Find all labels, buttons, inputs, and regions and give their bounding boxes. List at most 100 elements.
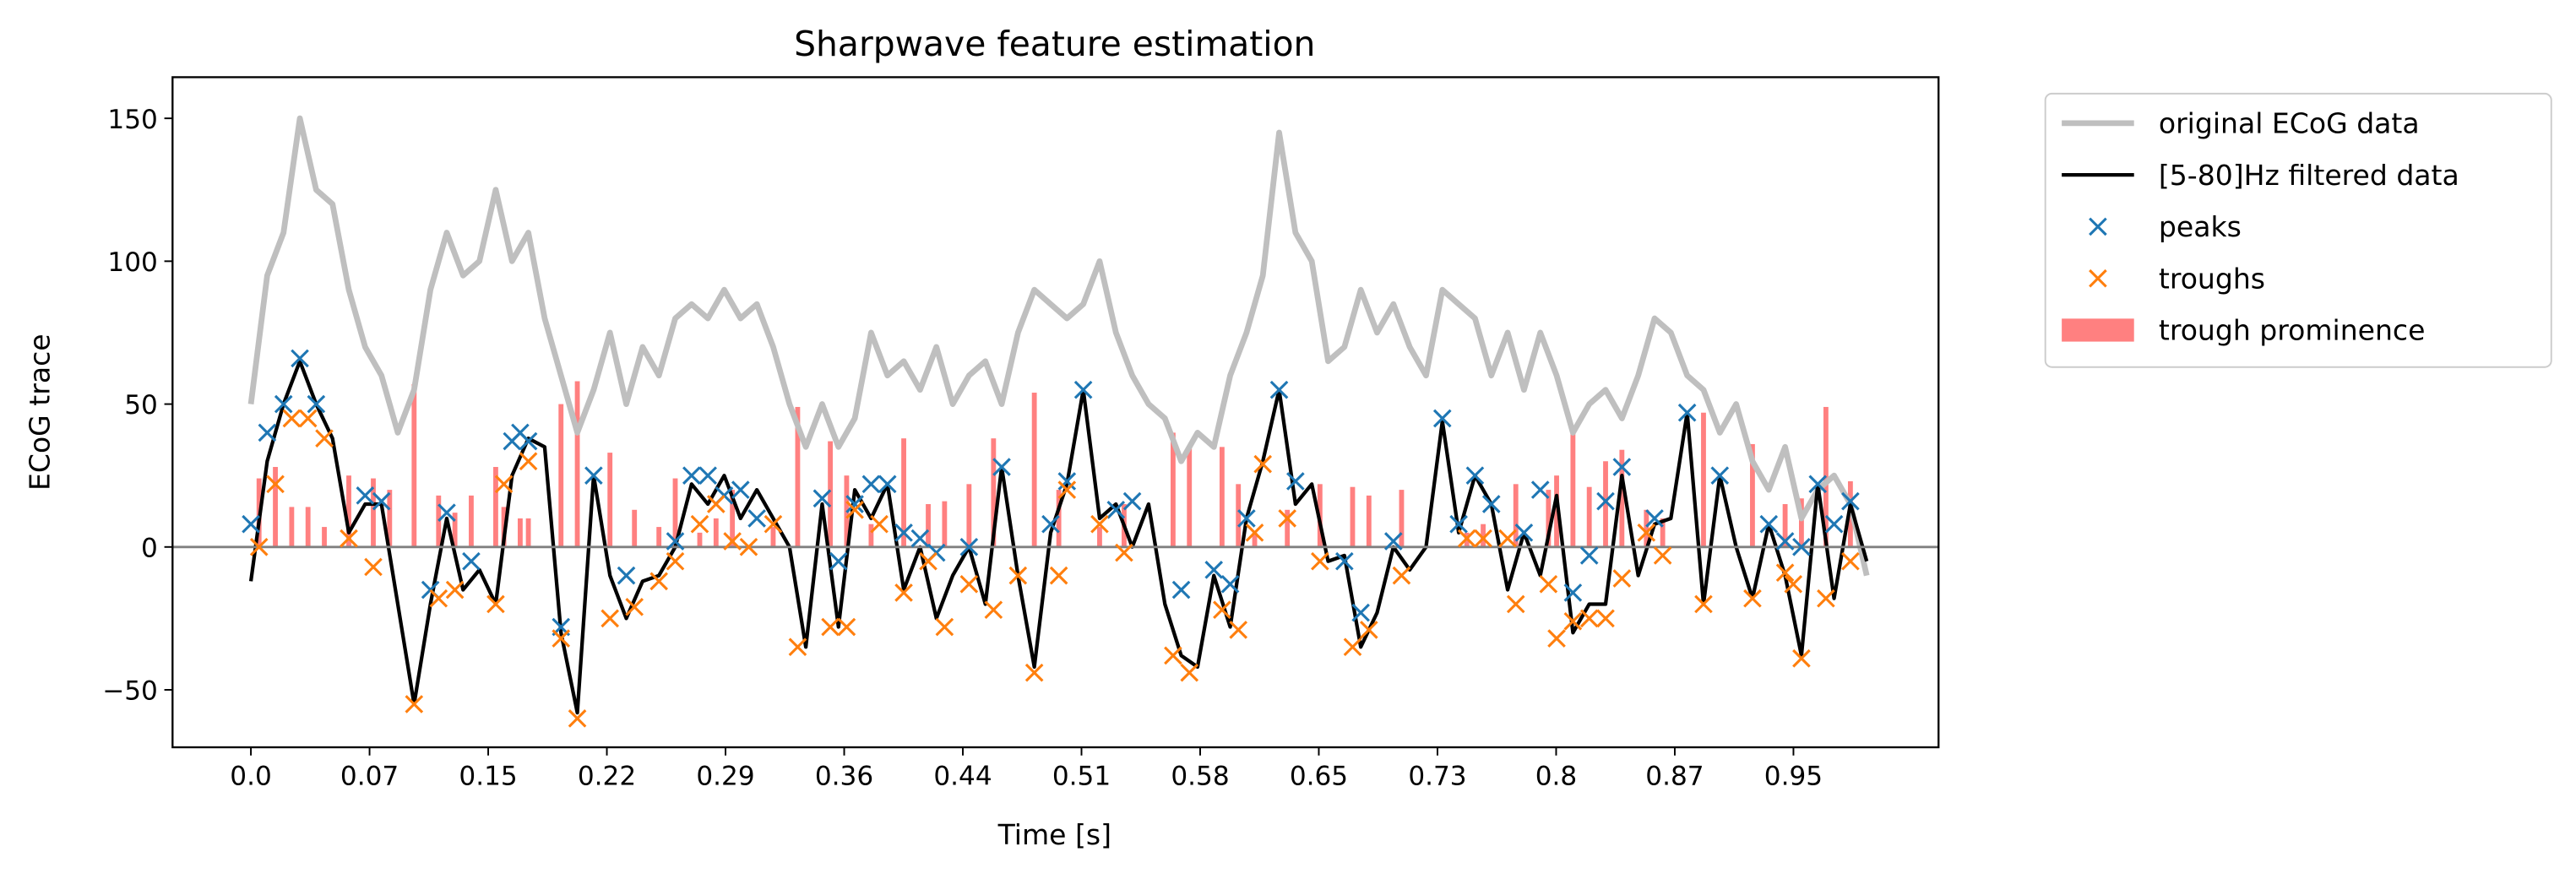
prominence-bar xyxy=(346,475,351,547)
chart-title: Sharpwave feature estimation xyxy=(794,24,1315,64)
x-marker xyxy=(462,551,481,571)
x-marker xyxy=(1392,566,1411,585)
x-marker xyxy=(1383,532,1403,551)
x-marker xyxy=(1498,529,1517,548)
x-marker xyxy=(1245,524,1264,542)
prominence-bar xyxy=(371,478,376,547)
x-marker xyxy=(315,429,334,448)
x-marker xyxy=(429,589,448,608)
prominence-bar xyxy=(1586,486,1592,547)
x-marker xyxy=(1506,594,1525,614)
prominence-bar xyxy=(901,438,906,547)
x-marker xyxy=(1743,589,1762,608)
legend-patch xyxy=(2062,318,2134,342)
legend-label: troughs xyxy=(2159,262,2265,295)
x-marker xyxy=(372,491,391,511)
prominence-bar xyxy=(1513,484,1519,547)
x-marker xyxy=(1334,551,1354,571)
x-tick-label: 0.87 xyxy=(1645,762,1704,792)
x-marker xyxy=(1808,475,1828,494)
x-marker xyxy=(1645,509,1664,528)
prominence-bar xyxy=(452,513,458,547)
prominence-bar xyxy=(1170,432,1176,547)
prominence-bar xyxy=(273,467,278,547)
prominence-bar xyxy=(795,406,801,547)
x-marker xyxy=(1710,466,1730,485)
x-marker xyxy=(405,695,424,714)
x-marker xyxy=(1229,621,1248,639)
prominence-bar xyxy=(469,495,474,547)
x-marker xyxy=(1547,629,1566,648)
x-marker xyxy=(1792,537,1811,556)
prominence-bar xyxy=(1285,509,1291,547)
x-tick-label: 0.51 xyxy=(1052,762,1111,792)
x-marker xyxy=(1792,648,1811,668)
prominence-bar xyxy=(632,509,638,547)
x-marker xyxy=(739,537,758,556)
x-marker xyxy=(568,708,587,728)
legend-label: original ECoG data xyxy=(2159,107,2420,140)
x-tick-label: 0.73 xyxy=(1408,762,1466,792)
x-marker xyxy=(1008,566,1028,585)
prominence-bar xyxy=(1750,443,1755,547)
x-marker xyxy=(1579,609,1599,628)
x-marker xyxy=(1180,663,1199,682)
x-marker xyxy=(1596,491,1615,511)
x-marker xyxy=(1213,600,1231,620)
prominence-bar xyxy=(926,504,931,547)
x-marker xyxy=(1759,514,1779,534)
x-marker xyxy=(1817,589,1835,608)
prominence-bar xyxy=(1236,484,1242,547)
trace-line xyxy=(248,359,1869,715)
x-marker xyxy=(1449,514,1468,534)
x-marker xyxy=(919,551,937,571)
prominence-bar xyxy=(656,527,662,547)
x-marker xyxy=(878,475,897,494)
x-marker xyxy=(1286,472,1305,491)
x-marker xyxy=(1041,514,1060,534)
x-marker xyxy=(706,495,726,513)
x-marker xyxy=(1049,566,1068,585)
trace-line xyxy=(247,115,1870,577)
prominence-bar xyxy=(1481,524,1486,547)
x-marker xyxy=(845,495,864,513)
x-marker xyxy=(894,524,913,542)
prominence-bar xyxy=(1056,490,1062,547)
x-marker xyxy=(1612,569,1632,588)
x-marker xyxy=(1057,480,1077,499)
x-marker xyxy=(1359,621,1378,639)
x-marker xyxy=(1311,551,1329,571)
x-marker xyxy=(494,475,514,494)
x-marker xyxy=(690,514,709,534)
x-marker xyxy=(519,452,538,471)
x-marker xyxy=(984,600,1003,620)
prominence-bar xyxy=(322,527,327,547)
prominence-bar xyxy=(1603,461,1608,547)
x-axis-label: Time [s] xyxy=(997,818,1111,851)
x-marker xyxy=(601,609,620,628)
prominence-bar xyxy=(1187,447,1193,547)
x-marker xyxy=(1171,580,1191,600)
x-marker xyxy=(584,466,603,485)
x-marker xyxy=(242,514,260,534)
x-marker xyxy=(266,475,285,494)
x-marker xyxy=(959,537,979,556)
x-marker xyxy=(1824,514,1844,534)
x-tick-label: 0.8 xyxy=(1535,762,1577,792)
plot-area xyxy=(172,115,1939,728)
prominence-bar xyxy=(770,527,776,547)
prominence-bar xyxy=(828,441,834,547)
prominence-bar xyxy=(1399,490,1405,547)
x-marker xyxy=(1514,524,1534,542)
prominence-bar xyxy=(1097,527,1102,547)
x-marker xyxy=(1457,529,1476,548)
x-marker xyxy=(1784,574,1803,594)
prominence-bar xyxy=(493,467,498,547)
x-marker xyxy=(1432,409,1452,428)
prominence-bar xyxy=(411,383,417,547)
y-tick-label: −50 xyxy=(102,676,158,707)
x-marker xyxy=(1653,546,1672,565)
x-marker xyxy=(1841,491,1860,511)
x-marker xyxy=(894,583,913,602)
